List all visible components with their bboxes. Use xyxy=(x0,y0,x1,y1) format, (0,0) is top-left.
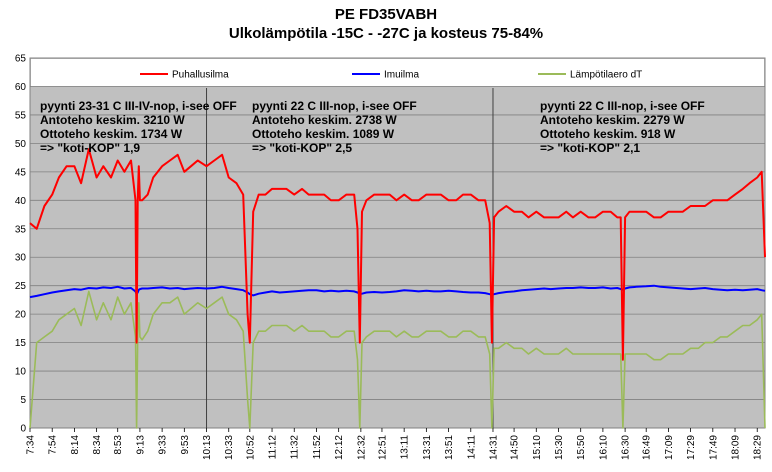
y-tick-label-9: 45 xyxy=(15,167,27,178)
y-tick-label-10: 50 xyxy=(15,139,27,150)
legend-label-0: Puhallusilma xyxy=(172,70,229,81)
x-tick-label-21: 14:31 xyxy=(488,435,499,460)
annotation-0-line-0: pyynti 23-31 C III-IV-nop, i-see OFF xyxy=(40,99,237,113)
x-tick-label-27: 16:30 xyxy=(621,435,632,460)
annotation-0-line-3: => "koti-KOP" 1,9 xyxy=(40,141,140,155)
x-tick-label-2: 8:14 xyxy=(70,435,81,455)
y-tick-label-0: 0 xyxy=(20,424,26,435)
legend: Puhallusilma Imuilma Lämpötilaero dT xyxy=(140,70,642,81)
x-tick-label-22: 14:50 xyxy=(510,435,521,460)
x-tick-label-1: 7:54 xyxy=(48,435,59,455)
y-tick-label-2: 10 xyxy=(15,367,27,378)
annotation-2-line-1: Antoteho keskim. 2279 W xyxy=(540,113,685,127)
x-tick-label-12: 11:32 xyxy=(290,435,301,460)
annotations: pyynti 23-31 C III-IV-nop, i-see OFFAnto… xyxy=(40,99,705,155)
series-line-2 xyxy=(29,290,766,429)
x-tick-label-25: 15:50 xyxy=(576,435,587,460)
x-tick-label-9: 10:33 xyxy=(224,435,235,460)
chart-title: PE FD35VABH xyxy=(334,6,438,23)
x-tick-label-13: 11:52 xyxy=(312,435,323,460)
annotation-1-line-1: Antoteho keskim. 2738 W xyxy=(252,113,397,127)
x-tick-label-0: 7:34 xyxy=(26,435,37,455)
x-tick-label-7: 9:53 xyxy=(180,435,191,455)
x-tick-label-30: 17:29 xyxy=(686,435,697,460)
y-tick-label-5: 25 xyxy=(15,281,27,292)
y-tick-label-11: 55 xyxy=(15,110,27,121)
x-tick-label-24: 15:30 xyxy=(554,435,565,460)
x-tick-label-3: 8:34 xyxy=(92,435,103,455)
y-tick-label-8: 40 xyxy=(15,196,27,207)
y-tick-label-4: 20 xyxy=(15,310,27,321)
y-tick-label-6: 30 xyxy=(15,253,27,264)
legend-label-1: Imuilma xyxy=(384,70,419,81)
annotation-1-line-0: pyynti 22 C III-nop, i-see OFF xyxy=(252,99,417,113)
annotation-0-line-1: Antoteho keskim. 3210 W xyxy=(40,113,185,127)
x-tick-label-6: 9:33 xyxy=(158,435,169,455)
x-tick-label-17: 13:11 xyxy=(400,435,411,460)
x-tick-label-16: 12:51 xyxy=(377,435,388,460)
x-tick-label-29: 17:09 xyxy=(664,435,675,460)
y-tick-label-13: 65 xyxy=(15,54,27,65)
x-tick-label-18: 13:31 xyxy=(422,435,433,460)
series-line-0 xyxy=(29,148,766,361)
series-layer xyxy=(29,148,766,429)
y-tick-label-3: 15 xyxy=(15,338,27,349)
annotation-2-line-3: => "koti-KOP" 2,1 xyxy=(540,141,640,155)
x-tick-label-19: 13:51 xyxy=(444,435,455,460)
x-tick-label-10: 10:52 xyxy=(245,435,256,460)
x-tick-label-14: 12:12 xyxy=(334,435,345,460)
annotation-1-line-2: Ottoteho keskim. 1089 W xyxy=(252,127,395,141)
annotation-2-line-2: Ottoteho keskim. 918 W xyxy=(540,127,676,141)
y-axis-ticks: 0 5 10 15 20 25 30 35 40 45 50 55 60 65 xyxy=(15,54,27,435)
chart-subtitle: Ulkolämpötila -15C - -27C ja kosteus 75-… xyxy=(228,25,544,42)
x-axis-ticks: 7:34 7:54 8:14 8:34 8:53 9:13 9:33 9:53 10:13 10:… xyxy=(26,428,764,460)
x-tick-label-23: 15:10 xyxy=(532,435,543,460)
x-tick-label-28: 16:49 xyxy=(642,435,653,460)
legend-label-2: Lämpötilaero dT xyxy=(570,70,642,81)
annotation-2-line-0: pyynti 22 C III-nop, i-see OFF xyxy=(540,99,705,113)
x-tick-label-33: 18:29 xyxy=(753,435,764,460)
x-tick-label-32: 18:09 xyxy=(731,435,742,460)
x-tick-label-4: 8:53 xyxy=(113,435,124,455)
x-tick-label-20: 14:11 xyxy=(466,435,477,460)
x-tick-label-11: 11:12 xyxy=(268,435,279,460)
series-line-1 xyxy=(29,284,766,299)
x-tick-label-31: 17:49 xyxy=(708,435,719,460)
annotation-1-line-3: => "koti-KOP" 2,5 xyxy=(252,141,352,155)
x-tick-label-5: 9:13 xyxy=(135,435,146,455)
x-tick-label-8: 10:13 xyxy=(202,435,213,460)
y-tick-label-12: 60 xyxy=(15,82,27,93)
y-tick-label-7: 35 xyxy=(15,224,27,235)
y-tick-label-1: 5 xyxy=(20,395,26,406)
annotation-0-line-2: Ottoteho keskim. 1734 W xyxy=(40,127,183,141)
x-tick-label-26: 16:10 xyxy=(598,435,609,460)
plot-background xyxy=(29,57,766,429)
x-tick-label-15: 12:32 xyxy=(356,435,367,460)
